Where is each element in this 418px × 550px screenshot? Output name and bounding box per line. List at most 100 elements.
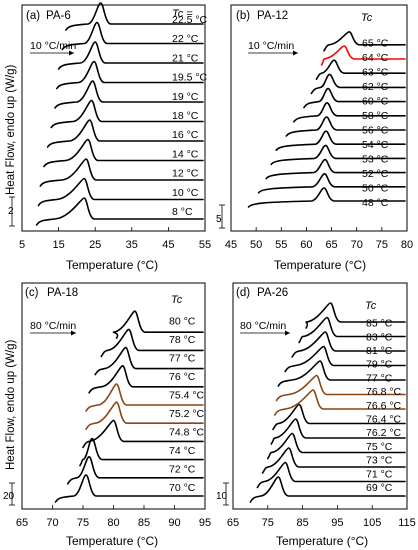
tc-label: 85 °C	[366, 318, 393, 330]
panel-d-xlabel: Temperature (°C)	[276, 534, 368, 548]
panel-b-tc-labels: 48 °C 50 °C 52 °C 53 °C 54 °C 56 °C 58 °C 60 °C…	[362, 38, 389, 210]
dsc-curve	[272, 403, 406, 431]
tc-label: 76.2 °C	[366, 427, 402, 439]
dsc-curve	[50, 99, 204, 129]
dsc-curve	[256, 461, 406, 489]
tc-label: 19 °C	[172, 91, 199, 103]
panel-d-curves	[249, 302, 406, 503]
tc-label: 64 °C	[362, 52, 389, 64]
tc-label: 80 °C	[169, 316, 196, 328]
panel-c-tc-labels: 70 °C 72 °C 74 °C 74.8 °C 75.2 °C 75.4 °C 76 °…	[169, 316, 205, 495]
tc-label: 19.5 °C	[172, 72, 208, 84]
tc-label: 14 °C	[172, 148, 199, 160]
x-tick-label: 70	[46, 517, 58, 529]
panel-c-scale-label: 20	[3, 491, 15, 502]
panel-b-x-ticks: 45 50 55 60 65 70 75 80	[225, 227, 413, 251]
panel-b-frame	[230, 4, 408, 232]
tc-label: 21 °C	[172, 52, 199, 64]
panel-d-scale-bar: 10	[216, 482, 229, 506]
x-tick-label: 65	[227, 517, 239, 529]
panel-d-rate-label: 80 °C/min	[240, 320, 286, 332]
tc-label: 77 °C	[366, 372, 393, 384]
panel-a-xlabel: Temperature (°C)	[66, 258, 158, 272]
tc-label: 60 °C	[362, 96, 389, 108]
x-tick-label: 75	[376, 239, 388, 251]
tc-label: 73 °C	[366, 455, 393, 467]
panel-a-rate-arrowhead	[69, 50, 74, 56]
dsc-curve	[277, 360, 406, 387]
dsc-curve	[112, 310, 204, 339]
panel-c-x-ticks: 65 70 75 80 85 90 95	[16, 505, 211, 529]
dsc-curve	[85, 383, 204, 412]
x-tick-label: 5	[19, 239, 25, 251]
dsc-curve	[94, 346, 204, 376]
dsc-curve	[100, 328, 204, 358]
panel-d: (d) PA-26 Tc 80 °C/min 69 °C 71 °C73 °C 75…	[216, 282, 416, 548]
tc-label: 81 °C	[366, 345, 393, 357]
dsc-curve	[54, 80, 204, 109]
tc-label: 54 °C	[362, 139, 389, 151]
dsc-curve	[43, 138, 204, 168]
panel-a-frame	[21, 4, 206, 232]
x-tick-label: 95	[331, 517, 343, 529]
panel-a: (a) PA-6 Tc = 10 °C/min 8 °C 10 °C 12 °C 14…	[5, 2, 211, 272]
x-tick-label: 55	[199, 239, 211, 251]
tc-label: 53 °C	[362, 154, 389, 166]
dsc-curve	[293, 102, 406, 123]
dsc-curve	[270, 144, 406, 166]
tc-label: 76.4 °C	[366, 414, 402, 426]
panel-a-tc-labels: 8 °C 10 °C 12 °C 14 °C 16 °C 18 °C 19 °C 19.5 °…	[172, 14, 208, 218]
dsc-curve	[66, 456, 204, 485]
tc-label: 74 °C	[169, 445, 196, 457]
tc-label: 56 °C	[362, 125, 389, 137]
x-tick-label: 85	[296, 517, 308, 529]
x-tick-label: 45	[162, 239, 174, 251]
panel-d-tc-labels: 69 °C 71 °C73 °C 75 °C 76.2 °C76.4 °C 76.6 °…	[366, 318, 402, 494]
panel-d-frame	[232, 282, 408, 510]
tc-label: 50 °C	[362, 183, 389, 195]
tc-label: 12 °C	[172, 168, 199, 180]
dsc-curve	[35, 197, 204, 226]
panel-b-title: (b)	[236, 10, 250, 22]
panel-b-name: PA-12	[257, 10, 288, 22]
x-tick-label: 80	[107, 517, 119, 529]
dsc-curve	[88, 365, 204, 394]
tc-label: 71 °C	[366, 468, 393, 480]
panel-a-tc-header: Tc =	[172, 8, 193, 20]
panel-a-scale-label: 2	[8, 206, 14, 217]
tc-label: 58 °C	[362, 110, 389, 122]
tc-label: 75 °C	[366, 441, 393, 453]
panel-c-scale-bar: 20	[3, 482, 15, 506]
dsc-curve	[315, 59, 406, 80]
dsc-curve	[55, 60, 204, 90]
dsc-curve	[273, 389, 406, 416]
tc-label: 70 °C	[169, 482, 196, 494]
dsc-curve	[285, 116, 406, 137]
panel-d-scale-label: 10	[216, 491, 228, 502]
panel-a-curves	[35, 2, 204, 226]
dsc-curve	[291, 331, 406, 358]
x-tick-label: 75	[262, 517, 274, 529]
dsc-curve	[39, 158, 204, 187]
dsc-curve	[261, 447, 406, 474]
panel-d-tc-header: Tc	[365, 300, 377, 312]
tc-label: 74.8 °C	[169, 427, 205, 439]
dsc-curve	[270, 418, 406, 445]
panel-a-rate-label: 10 °C/min	[30, 40, 76, 52]
panel-b-tc-header: Tc	[361, 12, 373, 24]
tc-label: 18 °C	[172, 110, 199, 122]
panel-c-rate-label: 80 °C/min	[30, 320, 76, 332]
x-tick-label: 55	[275, 239, 287, 251]
panel-a-scale-bar: 2	[8, 196, 15, 227]
dsc-curve	[267, 432, 406, 460]
panel-c-ylabel: Heat Flow, endo up (W/g)	[5, 339, 17, 470]
x-tick-label: 60	[300, 239, 312, 251]
dsc-curve	[310, 73, 406, 95]
x-tick-label: 75	[77, 517, 89, 529]
x-tick-label: 25	[89, 239, 101, 251]
dsc-curve	[37, 177, 204, 207]
dsc-curve	[298, 316, 406, 344]
tc-label: 65 °C	[362, 38, 389, 50]
x-tick-label: 105	[363, 517, 381, 529]
